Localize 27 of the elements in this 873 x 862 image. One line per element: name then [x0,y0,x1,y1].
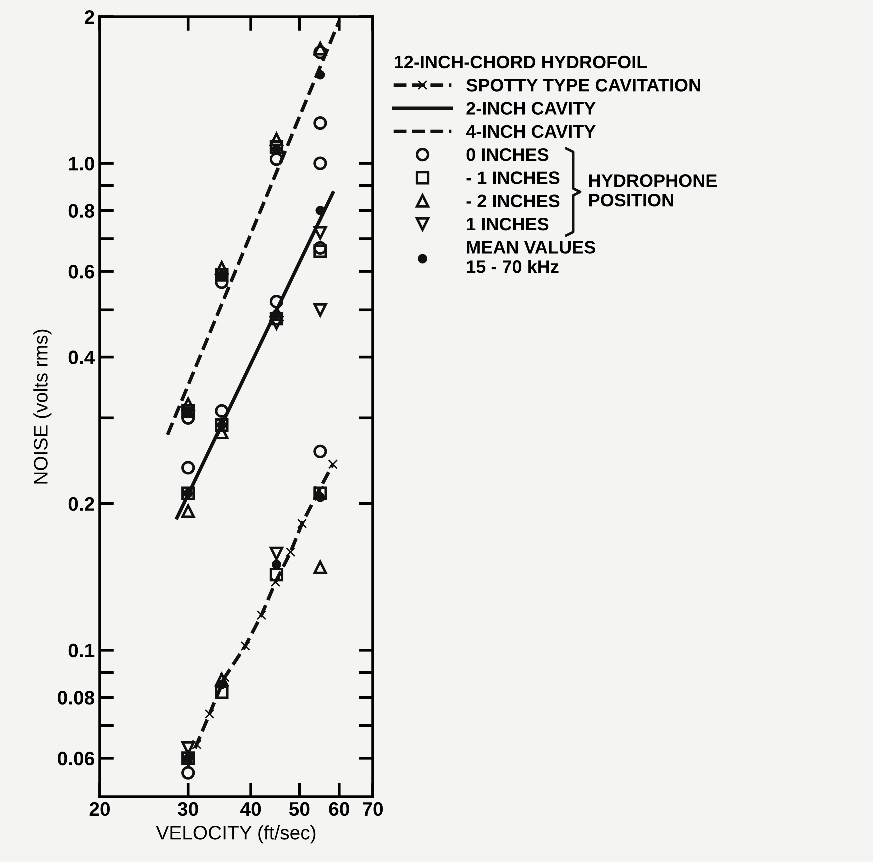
y-tick-label: 0.1 [68,644,95,658]
x-tick-label: 40 [240,802,262,816]
x-tick-label: 60 [329,802,350,816]
text: HYDROPHONE POSITION [590,174,718,207]
y-tick-label: 0.6 [68,265,94,279]
x-tick-label: 30 [178,802,198,816]
legend-label: 2-INCH CAVITY [466,102,596,115]
legend-label: MEAN VALUES 15 - 70 kHz [467,241,596,274]
y-tick-label: 0.8 [68,204,95,218]
y-tick-label: 2 [85,10,94,24]
legend-label: 0 INCHES [466,148,549,162]
x-tick-label: 70 [363,802,384,816]
x-axis-title: VELOCITY (ft/sec) [156,826,316,844]
legend-title: 12-INCH-CHORD HYDROFOIL [395,56,648,69]
legend-label: SPOTTY TYPE CAVITATION [466,79,700,92]
y-tick-label: 0.4 [68,350,96,365]
legend-label: - 2 INCHES [466,194,560,208]
x-tick-label: 50 [289,802,310,816]
x-tick-label: 20 [90,802,110,816]
y-tick-label: 0.06 [58,752,94,766]
legend-label: 4-INCH CAVITY [466,125,596,138]
y-axis-title: NOISE (volts rms) [34,330,52,484]
y-tick-label: 0.08 [58,691,95,705]
y-tick-label: 0.2 [68,497,94,512]
legend-label: 1 INCHES [467,218,549,231]
y-tick-label: 1.0 [69,157,94,171]
legend-label: - 1 INCHES [466,172,560,184]
